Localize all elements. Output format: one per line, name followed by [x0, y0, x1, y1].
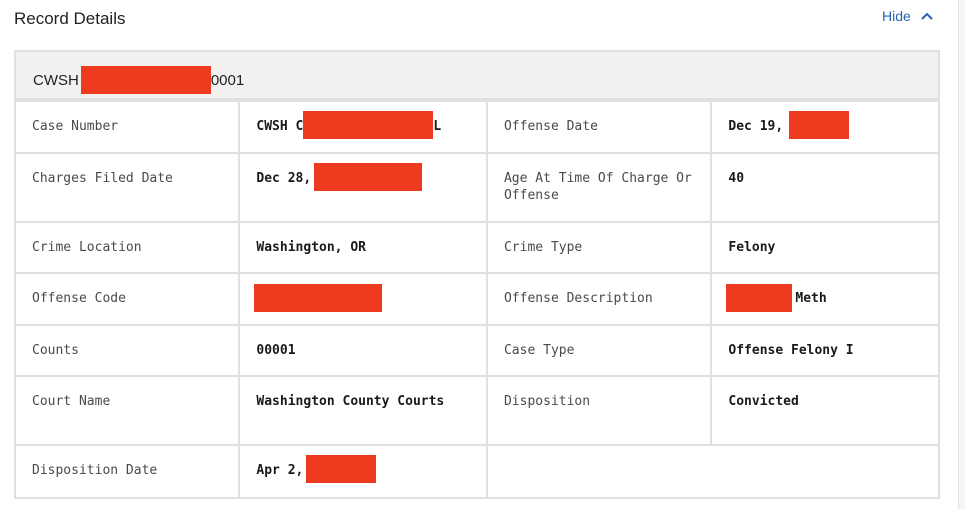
- page-title: Record Details: [14, 9, 126, 28]
- case-type-value: Offense Felony I: [710, 324, 938, 377]
- counts-label: Counts: [16, 324, 241, 377]
- charges-filed-date-prefix: Dec 28,: [256, 171, 312, 186]
- redaction-block: [726, 284, 793, 312]
- counts-value: 00001: [238, 324, 488, 377]
- offense-date-prefix: Dec 19,: [728, 119, 784, 134]
- table-row: Counts 00001 Case Type Offense Felony I: [16, 324, 938, 377]
- case-number-suffix: L: [433, 119, 442, 134]
- case-number-prefix: CWSH C: [256, 119, 304, 134]
- charges-filed-date-value: Dec 28,: [238, 152, 488, 223]
- offense-date-value: Dec 19,: [710, 100, 938, 154]
- crime-type-label: Crime Type: [485, 221, 713, 274]
- crime-location-value: Washington, OR: [238, 221, 488, 274]
- record-details-table: Case Number CWSH C L Offense Date Dec 19…: [16, 100, 938, 499]
- record-card: CWSH 0001 Case Number CWSH C L Offense D…: [14, 50, 940, 499]
- case-type-label: Case Type: [485, 324, 713, 377]
- record-id-prefix: CWSH: [33, 71, 79, 89]
- crime-location-label: Crime Location: [16, 221, 241, 274]
- age-at-charge-label: Age At Time Of Charge Or Offense: [485, 152, 713, 223]
- scrollbar[interactable]: [958, 0, 965, 509]
- table-row: Charges Filed Date Dec 28, Age At Time O…: [16, 152, 938, 223]
- disposition-date-value: Apr 2,: [238, 444, 488, 499]
- chevron-up-icon: [921, 12, 933, 20]
- redaction-block: [306, 455, 377, 483]
- redaction-block: [254, 284, 383, 312]
- court-name-value: Washington County Courts: [238, 375, 488, 446]
- redaction-block: [80, 66, 211, 94]
- court-name-label: Court Name: [16, 375, 241, 446]
- table-row: Disposition Date Apr 2,: [16, 444, 938, 499]
- disposition-value: Convicted: [710, 375, 938, 446]
- age-at-charge-value: 40: [710, 152, 938, 223]
- offense-description-value: Meth: [710, 272, 938, 326]
- charges-filed-date-label: Charges Filed Date: [16, 152, 241, 223]
- table-row: Case Number CWSH C L Offense Date Dec 19…: [16, 100, 938, 154]
- redaction-block: [314, 163, 423, 191]
- empty-cell: [485, 444, 938, 499]
- disposition-label: Disposition: [485, 375, 713, 446]
- disposition-date-prefix: Apr 2,: [256, 463, 304, 478]
- hide-button[interactable]: Hide: [882, 8, 933, 24]
- record-id-header: CWSH 0001: [16, 52, 938, 100]
- case-number-label: Case Number: [16, 100, 241, 154]
- offense-code-label: Offense Code: [16, 272, 241, 326]
- table-row: Court Name Washington County Courts Disp…: [16, 375, 938, 446]
- offense-description-suffix: Meth: [795, 291, 827, 306]
- case-number-value: CWSH C L: [238, 100, 488, 154]
- table-row: Crime Location Washington, OR Crime Type…: [16, 221, 938, 274]
- table-row: Offense Code Offense Description Meth: [16, 272, 938, 326]
- offense-date-label: Offense Date: [485, 100, 713, 154]
- hide-label: Hide: [882, 8, 911, 24]
- offense-code-value: [238, 272, 488, 326]
- offense-description-label: Offense Description: [485, 272, 713, 326]
- redaction-block: [303, 111, 434, 139]
- record-details-header: Record Details Hide: [0, 0, 965, 40]
- record-id-suffix: 0001: [210, 71, 245, 89]
- redaction-block: [789, 111, 850, 139]
- crime-type-value: Felony: [710, 221, 938, 274]
- disposition-date-label: Disposition Date: [16, 444, 241, 499]
- record-id: CWSH 0001: [33, 66, 244, 94]
